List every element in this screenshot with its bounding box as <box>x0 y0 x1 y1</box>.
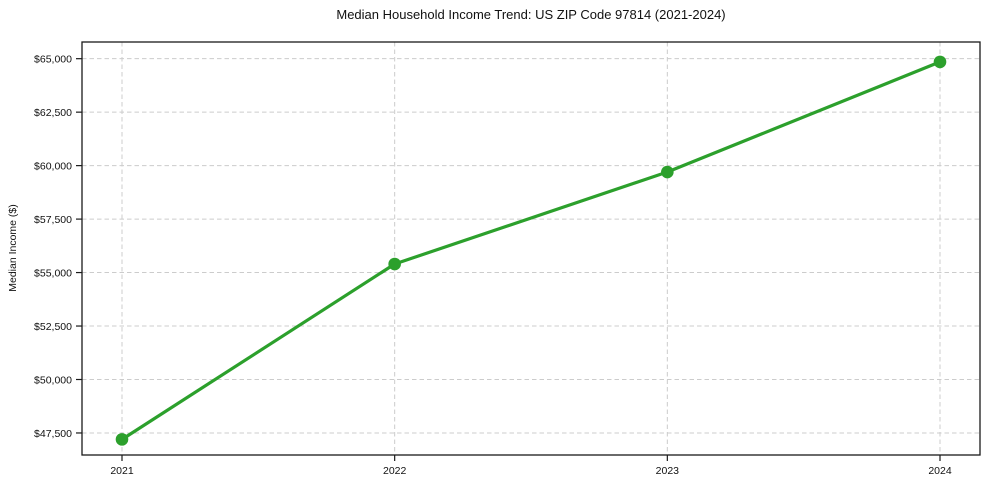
y-tick-label: $52,500 <box>34 321 72 333</box>
data-point <box>933 55 947 69</box>
y-tick-label: $47,500 <box>34 428 72 440</box>
y-tick-label: $62,500 <box>34 107 72 119</box>
x-tick-label: 2024 <box>928 465 952 477</box>
y-tick-label: $60,000 <box>34 160 72 172</box>
y-axis-label: Median Income ($) <box>7 204 19 292</box>
y-tick-label: $55,000 <box>34 267 72 279</box>
x-tick-label: 2023 <box>656 465 680 477</box>
x-tick-label: 2021 <box>110 465 134 477</box>
trend-line <box>120 60 942 441</box>
y-tick-label: $65,000 <box>34 53 72 65</box>
x-tick-label: 2022 <box>383 465 407 477</box>
y-tick-label: $50,000 <box>34 374 72 386</box>
y-tick-label: $57,500 <box>34 214 72 226</box>
data-point <box>115 433 129 446</box>
data-point <box>388 257 401 271</box>
data-point <box>661 165 674 179</box>
plot-border <box>81 41 981 456</box>
chart-title: Median Household Income Trend: US ZIP Co… <box>336 7 726 22</box>
